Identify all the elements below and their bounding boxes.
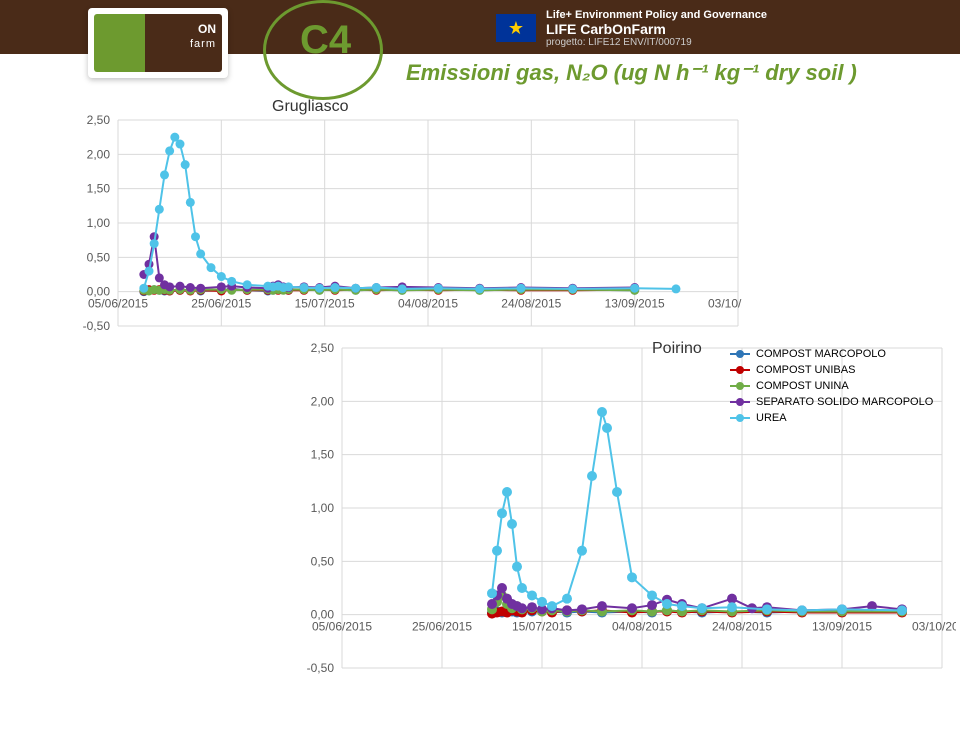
svg-text:2,50: 2,50 [87, 113, 111, 127]
c4-label: C4 [300, 18, 351, 63]
svg-text:15/07/2015: 15/07/2015 [295, 297, 355, 311]
svg-text:24/08/2015: 24/08/2015 [712, 620, 772, 634]
legend-label: COMPOST UNIBAS [756, 364, 855, 376]
svg-text:15/07/2015: 15/07/2015 [512, 620, 572, 634]
svg-text:0,50: 0,50 [87, 250, 111, 264]
eu-flag-icon: ★ [496, 14, 536, 42]
svg-text:25/06/2015: 25/06/2015 [191, 297, 251, 311]
legend-item-separato: SEPARATO SOLIDO MARCOPOLO [730, 394, 933, 410]
logo: ON farm [88, 8, 228, 78]
svg-text:-0,50: -0,50 [83, 319, 111, 333]
svg-text:-0,50: -0,50 [307, 661, 335, 675]
legend-label: SEPARATO SOLIDO MARCOPOLO [756, 396, 933, 408]
svg-text:2,50: 2,50 [311, 341, 335, 355]
logo-sub: farm [190, 38, 216, 50]
svg-text:24/08/2015: 24/08/2015 [501, 297, 561, 311]
svg-text:05/06/2015: 05/06/2015 [88, 297, 148, 311]
svg-text:25/06/2015: 25/06/2015 [412, 620, 472, 634]
legend-item-unibas: COMPOST UNIBAS [730, 362, 933, 378]
legend-item-urea: UREA [730, 410, 933, 426]
svg-text:05/06/2015: 05/06/2015 [312, 620, 372, 634]
legend-item-marcopolo: COMPOST MARCOPOLO [730, 346, 933, 362]
legend-label: UREA [756, 412, 787, 424]
life-line2: LIFE CarbOnFarm [546, 22, 767, 36]
legend-item-unina: COMPOST UNINA [730, 378, 933, 394]
poirino-label: Poirino [652, 340, 702, 358]
svg-text:03/10/2015: 03/10/2015 [912, 620, 956, 634]
svg-text:2,00: 2,00 [87, 147, 111, 161]
life-line3: progetto: LIFE12 ENV/IT/000719 [546, 36, 767, 50]
chart-grugliasco: -0,500,000,501,001,502,002,5005/06/20152… [72, 112, 742, 360]
logo-main: ON [198, 22, 216, 36]
life-line1: Life+ Environment Policy and Governance [546, 8, 767, 22]
life-text: Life+ Environment Policy and Governance … [546, 8, 767, 50]
svg-text:0,50: 0,50 [311, 554, 335, 568]
svg-text:13/09/2015: 13/09/2015 [605, 297, 665, 311]
grugliasco-label: Grugliasco [272, 98, 348, 116]
svg-text:2,00: 2,00 [311, 394, 335, 408]
legend: COMPOST MARCOPOLO COMPOST UNIBAS COMPOST U… [730, 346, 933, 426]
subtitle: Emissioni gas, N₂O (ug N h⁻¹ kg⁻¹ dry so… [406, 60, 857, 86]
svg-text:1,00: 1,00 [311, 501, 335, 515]
svg-text:03/10/2015: 03/10/2015 [708, 297, 742, 311]
svg-text:1,00: 1,00 [87, 216, 111, 230]
svg-text:04/08/2015: 04/08/2015 [612, 620, 672, 634]
svg-text:1,50: 1,50 [311, 448, 335, 462]
svg-text:13/09/2015: 13/09/2015 [812, 620, 872, 634]
legend-label: COMPOST UNINA [756, 380, 849, 392]
svg-text:1,50: 1,50 [87, 182, 111, 196]
svg-text:04/08/2015: 04/08/2015 [398, 297, 458, 311]
legend-label: COMPOST MARCOPOLO [756, 348, 886, 360]
